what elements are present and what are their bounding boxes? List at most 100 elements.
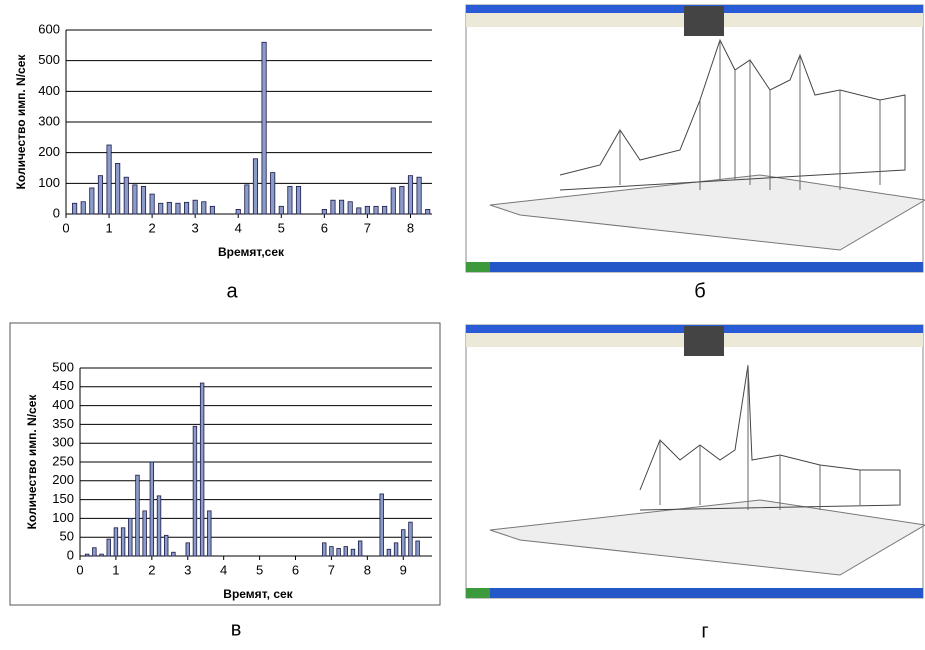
x-axis-title: Времят, сек (223, 587, 293, 601)
bar (98, 176, 102, 214)
bar (401, 530, 405, 556)
y-axis-title: Количество имп. N/сек (14, 54, 28, 190)
bar (141, 186, 145, 214)
bar (357, 208, 361, 214)
bar (409, 522, 413, 556)
y-tick-label: 100 (38, 175, 60, 190)
figure-canvas: 0 100 200 300 400 500 600 0 1 2 3 4 5 6 7 8 Количество и… (0, 0, 925, 650)
panel-label: а (226, 280, 238, 302)
x-tick-label: 8 (364, 562, 371, 577)
bar (164, 535, 168, 556)
x-tick-label: 9 (400, 562, 407, 577)
x-tick-label: 4 (220, 562, 227, 577)
y-tick-label: 600 (38, 21, 60, 36)
y-tick-label: 400 (52, 397, 74, 412)
bar (176, 203, 180, 214)
x-tick-label: 1 (112, 562, 119, 577)
x-tick-label: 5 (256, 562, 263, 577)
bar (186, 543, 190, 556)
bar (208, 511, 212, 556)
bar (262, 42, 266, 214)
bar (114, 528, 118, 556)
y-tick-label: 200 (52, 472, 74, 487)
x-tick-label: 3 (192, 220, 199, 235)
x-axis-title: Времят,сек (218, 245, 285, 259)
bar (157, 496, 161, 556)
y-tick-label: 250 (52, 453, 74, 468)
bar (351, 549, 355, 556)
bar (200, 383, 204, 556)
bar (202, 202, 206, 214)
x-tick-label: 1 (105, 220, 112, 235)
x-tick-label: 0 (62, 220, 69, 235)
bar (172, 552, 176, 556)
bar (107, 539, 111, 556)
bar (167, 202, 171, 214)
x-tick-label: 2 (148, 562, 155, 577)
bar (253, 159, 257, 214)
bar (394, 543, 398, 556)
bar (193, 426, 197, 556)
bar (348, 202, 352, 214)
y-tick-label: 150 (52, 491, 74, 506)
bar (210, 206, 214, 214)
y-tick-label: 350 (52, 416, 74, 431)
bar (408, 176, 412, 214)
panel-label: в (231, 618, 242, 640)
bar (391, 188, 395, 214)
bar (331, 200, 335, 214)
bar (93, 548, 97, 556)
bar (358, 541, 362, 556)
panel-label: б (694, 280, 705, 302)
bar (279, 206, 283, 214)
bar (100, 554, 104, 556)
bar (382, 206, 386, 214)
bar (116, 163, 120, 214)
bar (322, 209, 326, 214)
bar (136, 475, 140, 556)
bar (159, 203, 163, 214)
y-tick-label: 0 (53, 205, 60, 220)
y-tick-label: 300 (52, 435, 74, 450)
bar (426, 209, 430, 214)
y-tick-label: 500 (52, 359, 74, 374)
y-tick-label: 500 (38, 52, 60, 67)
x-tick-label: 6 (292, 562, 299, 577)
x-tick-label: 6 (321, 220, 328, 235)
bar (150, 462, 154, 556)
bar (417, 177, 421, 214)
bar (344, 547, 348, 556)
bar (400, 186, 404, 214)
x-tick-label: 5 (278, 220, 285, 235)
bar (380, 494, 384, 556)
bar (81, 202, 85, 214)
bar (184, 202, 188, 214)
bar (330, 547, 334, 556)
screenshot (466, 5, 925, 272)
x-tick-label: 7 (364, 220, 371, 235)
y-tick-label: 200 (38, 144, 60, 159)
bar (72, 203, 76, 214)
y-tick-label: 100 (52, 510, 74, 525)
y-tick-label: 300 (38, 113, 60, 128)
x-tick-label: 7 (328, 562, 335, 577)
bar (193, 200, 197, 214)
x-tick-label: 8 (407, 220, 414, 235)
bar (374, 206, 378, 214)
x-tick-label: 2 (149, 220, 156, 235)
y-axis-title: Количество имп. N/сек (25, 394, 39, 530)
bar (85, 554, 89, 556)
panel-label: г (701, 620, 708, 642)
bar (150, 194, 154, 214)
y-tick-label: 450 (52, 378, 74, 393)
x-tick-label: 3 (184, 562, 191, 577)
screenshot (466, 325, 925, 598)
x-tick-label: 0 (76, 562, 83, 577)
bar (322, 543, 326, 556)
bar (365, 206, 369, 214)
bar (236, 209, 240, 214)
y-tick-label: 400 (38, 83, 60, 98)
bar (90, 188, 94, 214)
bar (124, 177, 128, 214)
bar (271, 173, 275, 214)
